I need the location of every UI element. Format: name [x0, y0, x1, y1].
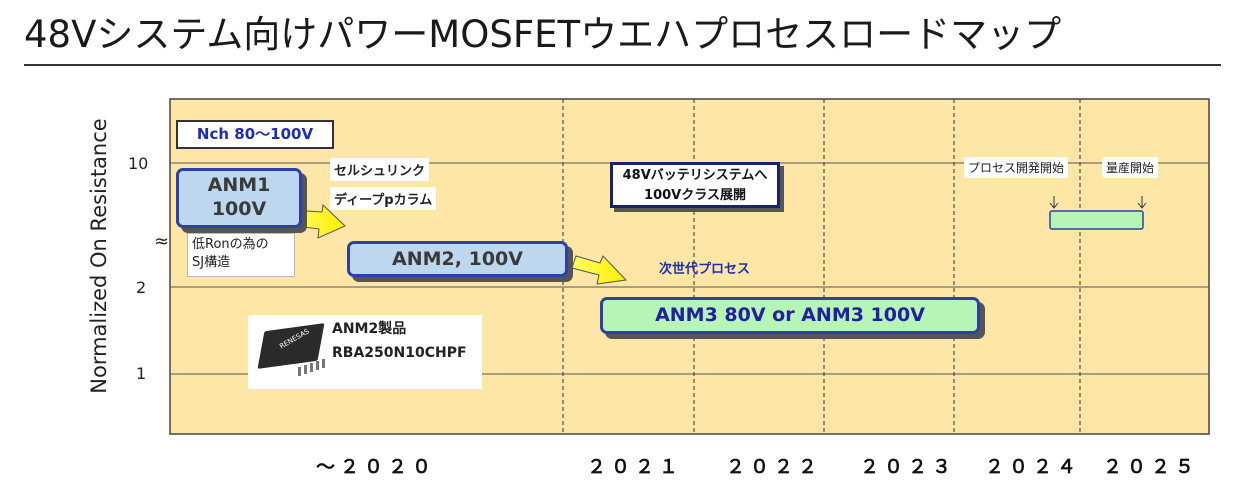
y-axis-label: Normalized On Resistance [87, 118, 111, 394]
48v-expansion-callout: 48Vバッテリシステムへ 100Vクラス展開 [610, 162, 780, 208]
anm3-production-bar [1049, 210, 1144, 230]
process-dev-start-note: プロセス開発開始 [964, 157, 1069, 178]
anm1-name: ANM1 [207, 174, 271, 196]
x-tick-2020: ～２０２０ [316, 456, 437, 478]
low-ron-line2: SJ構造 [192, 255, 231, 270]
anm3-box: ANM3 80V or ANM3 100V [600, 297, 980, 334]
arrow-anm2-to-anm3 [571, 255, 628, 285]
x-tick-2022: ２０２２ [726, 456, 823, 478]
nch-voltage-label: Nch 80～100V [176, 120, 334, 149]
mass-production-start-note: 量産開始 [1102, 157, 1159, 178]
x-tick-2023: ２０２３ [860, 456, 957, 478]
x-tick-2021: ２０２１ [587, 456, 684, 478]
y-tick-10: 10 [128, 154, 149, 173]
page-title: 48Vシステム向けパワーMOSFETウエハプロセスロードマップ [24, 13, 1062, 56]
callout-line2: 100Vクラス展開 [644, 188, 746, 203]
callout-line1: 48Vバッテリシステムへ [622, 168, 768, 183]
axis-break-mark: ≈ [154, 231, 170, 252]
anm2-box: ANM2, 100V [347, 241, 568, 277]
low-ron-note: 低Ronの為の SJ構造 [187, 233, 295, 277]
x-tick-2024: ２０２４ [985, 456, 1082, 478]
y-tick-1: 1 [136, 364, 147, 383]
anm2-part-number: RBA250N10CHPF [332, 345, 467, 361]
deep-p-column-note: ディープpカラム [330, 187, 437, 210]
anm2-product-card: RENESAS ANM2製品 RBA250N10CHPF [248, 315, 482, 389]
cell-shrink-note: セルシュリンク [330, 158, 430, 181]
anm2-product-label: ANM2製品 [332, 321, 407, 337]
anm1-voltage: 100V [211, 198, 267, 220]
x-tick-2025: ２０２５ [1103, 456, 1200, 478]
next-gen-process-note: 次世代プロセス [659, 262, 751, 277]
title-underline [24, 64, 1221, 66]
y-tick-2: 2 [136, 278, 147, 297]
low-ron-line1: 低Ronの為の [192, 237, 269, 252]
anm1-box: ANM1 100V [176, 168, 302, 228]
